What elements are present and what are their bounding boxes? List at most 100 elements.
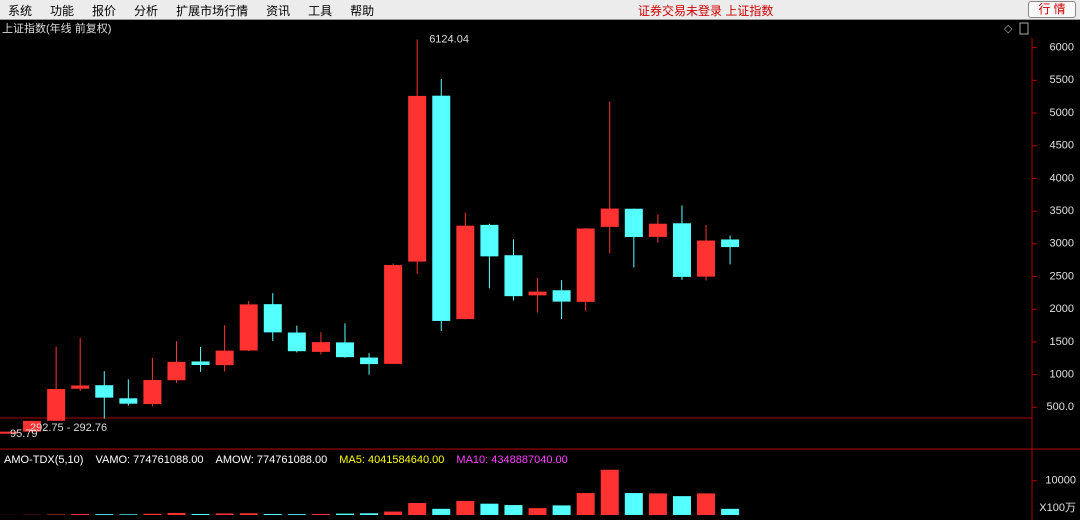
indicator-label: MA10: 4348887040.00 xyxy=(456,454,567,466)
volume-bar xyxy=(624,493,643,515)
volume-bar xyxy=(528,508,547,515)
menu-bar: 证券交易未登录 上证指数 行 情 系统 功能 报价 分析 扩展市场行情 资讯 工具 帮助 xyxy=(0,0,1080,20)
candle-body xyxy=(311,342,330,352)
volume-bar xyxy=(263,513,282,515)
candle-body xyxy=(0,431,17,434)
candle-body xyxy=(624,208,643,238)
volume-bar xyxy=(215,513,234,515)
annotation: 6124.04 xyxy=(429,33,469,45)
candle-body xyxy=(432,95,451,321)
login-status: 证券交易未登录 上证指数 xyxy=(638,2,773,19)
y-tick-label: 6000 xyxy=(1050,42,1074,54)
menu-item[interactable]: 工具 xyxy=(308,4,333,18)
volume-bar xyxy=(167,512,186,515)
candle-body xyxy=(263,304,282,333)
volume-bar xyxy=(504,505,523,515)
volume-bar xyxy=(95,514,114,515)
indicator-label: AMOW: 774761088.00 xyxy=(216,454,328,466)
y-tick-label: 10000 xyxy=(1045,475,1076,487)
menu-item[interactable]: 报价 xyxy=(92,4,117,18)
volume-bar xyxy=(287,514,306,515)
candle-body xyxy=(191,361,210,366)
candle-body xyxy=(239,304,258,351)
status-text: 证券交易未登录 xyxy=(638,4,723,18)
volume-bar xyxy=(648,493,667,515)
y-tick-label: 1000 xyxy=(1050,369,1074,381)
volume-bar xyxy=(119,514,138,515)
candle-body xyxy=(167,361,186,381)
candle-body xyxy=(504,255,523,297)
volume-bar xyxy=(456,500,475,515)
candle-body xyxy=(552,290,571,302)
status-index: 上证指数 xyxy=(725,4,774,18)
y-tick-label: 2500 xyxy=(1050,270,1074,282)
y-tick-label: 500.0 xyxy=(1046,401,1074,413)
candle-body xyxy=(456,225,475,320)
chart-title: 上证指数(年线 前复权) xyxy=(2,21,111,35)
candle-body xyxy=(672,223,691,277)
candle-body xyxy=(408,95,427,262)
candle-body xyxy=(143,380,162,405)
y-tick-label: 2000 xyxy=(1050,303,1074,315)
volume-bar xyxy=(335,513,354,515)
indicator-label: AMO-TDX(5,10) xyxy=(4,454,83,466)
volume-bar xyxy=(408,503,427,515)
quote-button[interactable]: 行 情 xyxy=(1028,1,1076,18)
candle-body xyxy=(47,388,66,421)
volume-bar xyxy=(239,513,258,515)
indicator-label: MA5: 4041584640.00 xyxy=(339,454,444,466)
candle-body xyxy=(697,240,716,277)
volume-bar xyxy=(360,513,379,515)
volume-bar xyxy=(576,493,595,515)
volume-bar xyxy=(721,508,740,515)
y-tick-label: 3000 xyxy=(1050,238,1074,250)
candle-body xyxy=(215,350,234,366)
annotation: 95.79 xyxy=(10,428,38,440)
candle-body xyxy=(23,420,42,432)
candle-body xyxy=(287,332,306,352)
volume-bar xyxy=(552,505,571,515)
menu-item[interactable]: 资讯 xyxy=(266,4,291,18)
unit-label: X100万 xyxy=(1039,502,1076,514)
y-tick-label: 4000 xyxy=(1050,172,1074,184)
icon xyxy=(1019,22,1029,35)
candle-body xyxy=(600,208,619,227)
candle-body xyxy=(335,342,354,358)
y-tick-label: 4500 xyxy=(1050,140,1074,152)
candle-body xyxy=(480,224,499,257)
candle-body xyxy=(528,291,547,296)
menu-item[interactable]: 功能 xyxy=(50,4,75,18)
volume-bar xyxy=(311,513,330,515)
candle-body xyxy=(360,357,379,365)
candle-body xyxy=(384,265,403,364)
chart: 上证指数(年线 前复权) ◇ 500.0 1000 1500 2000 2500 3000… xyxy=(0,21,1080,520)
volume-bar xyxy=(143,513,162,515)
y-tick-label: 5000 xyxy=(1050,107,1074,119)
candle-body xyxy=(71,385,90,389)
menu-item[interactable]: 扩展市场行情 xyxy=(176,4,249,18)
candle-body xyxy=(119,398,138,404)
volume-bar xyxy=(480,503,499,515)
y-tick-label: 3500 xyxy=(1050,205,1074,217)
menu-item[interactable]: 分析 xyxy=(134,4,159,18)
annotation: 292.75 - 292.76 xyxy=(30,422,107,434)
candle-body xyxy=(721,239,740,248)
volume-bar xyxy=(47,514,66,515)
volume-bar xyxy=(71,513,90,515)
candle-body xyxy=(95,385,114,398)
y-tick-label: 5500 xyxy=(1050,74,1074,86)
menu-item[interactable]: 系统 xyxy=(8,4,33,18)
volume-bar xyxy=(432,508,451,515)
candle-body xyxy=(648,223,667,237)
volume-bar xyxy=(191,513,210,515)
volume-bar xyxy=(384,511,403,515)
y-tick-label: 1500 xyxy=(1050,336,1074,348)
indicator-label: VAMO: 774761088.00 xyxy=(95,454,203,466)
candle-body xyxy=(576,228,595,302)
icon: ◇ xyxy=(1004,23,1013,35)
volume-bar xyxy=(697,493,716,515)
menu-item[interactable]: 帮助 xyxy=(350,4,375,18)
volume-bar xyxy=(600,469,619,515)
volume-bar xyxy=(672,496,691,515)
